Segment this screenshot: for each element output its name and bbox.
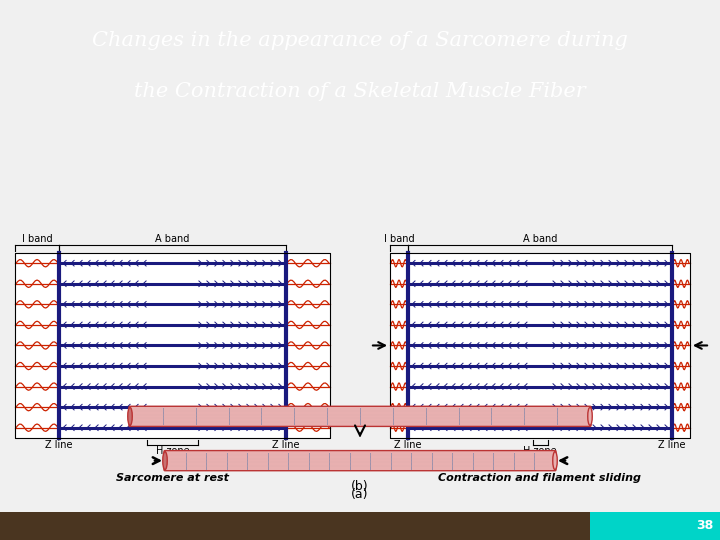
FancyBboxPatch shape	[164, 450, 556, 471]
Text: Z line: Z line	[45, 440, 73, 450]
Text: A band: A band	[523, 234, 557, 244]
Bar	[15, 253, 330, 438]
Bar	[390, 253, 690, 438]
Text: (b): (b)	[351, 480, 369, 494]
Ellipse shape	[127, 407, 132, 426]
Text: H zone: H zone	[523, 446, 557, 456]
Text: Sarcomere at rest: Sarcomere at rest	[116, 473, 229, 483]
Text: the Contraction of a Skeletal Muscle Fiber: the Contraction of a Skeletal Muscle Fib…	[134, 82, 586, 101]
Text: A band: A band	[156, 234, 189, 244]
Text: 38: 38	[696, 519, 714, 532]
Text: I band: I band	[22, 234, 53, 244]
Bar	[0, 512, 590, 540]
Ellipse shape	[588, 407, 593, 426]
Bar	[15, 253, 330, 438]
Text: Changes in the appearance of a Sarcomere during: Changes in the appearance of a Sarcomere…	[92, 31, 628, 50]
Text: Z line: Z line	[272, 440, 300, 450]
Ellipse shape	[163, 451, 167, 470]
Text: I band: I band	[384, 234, 414, 244]
FancyBboxPatch shape	[129, 406, 591, 427]
Text: Z line: Z line	[658, 440, 685, 450]
Ellipse shape	[553, 451, 557, 470]
Text: Contraction and filament sliding: Contraction and filament sliding	[438, 473, 642, 483]
Bar	[390, 253, 690, 438]
Text: (a): (a)	[351, 488, 369, 501]
Bar	[590, 512, 720, 540]
Text: H zone: H zone	[156, 446, 189, 456]
Text: Z line: Z line	[395, 440, 422, 450]
